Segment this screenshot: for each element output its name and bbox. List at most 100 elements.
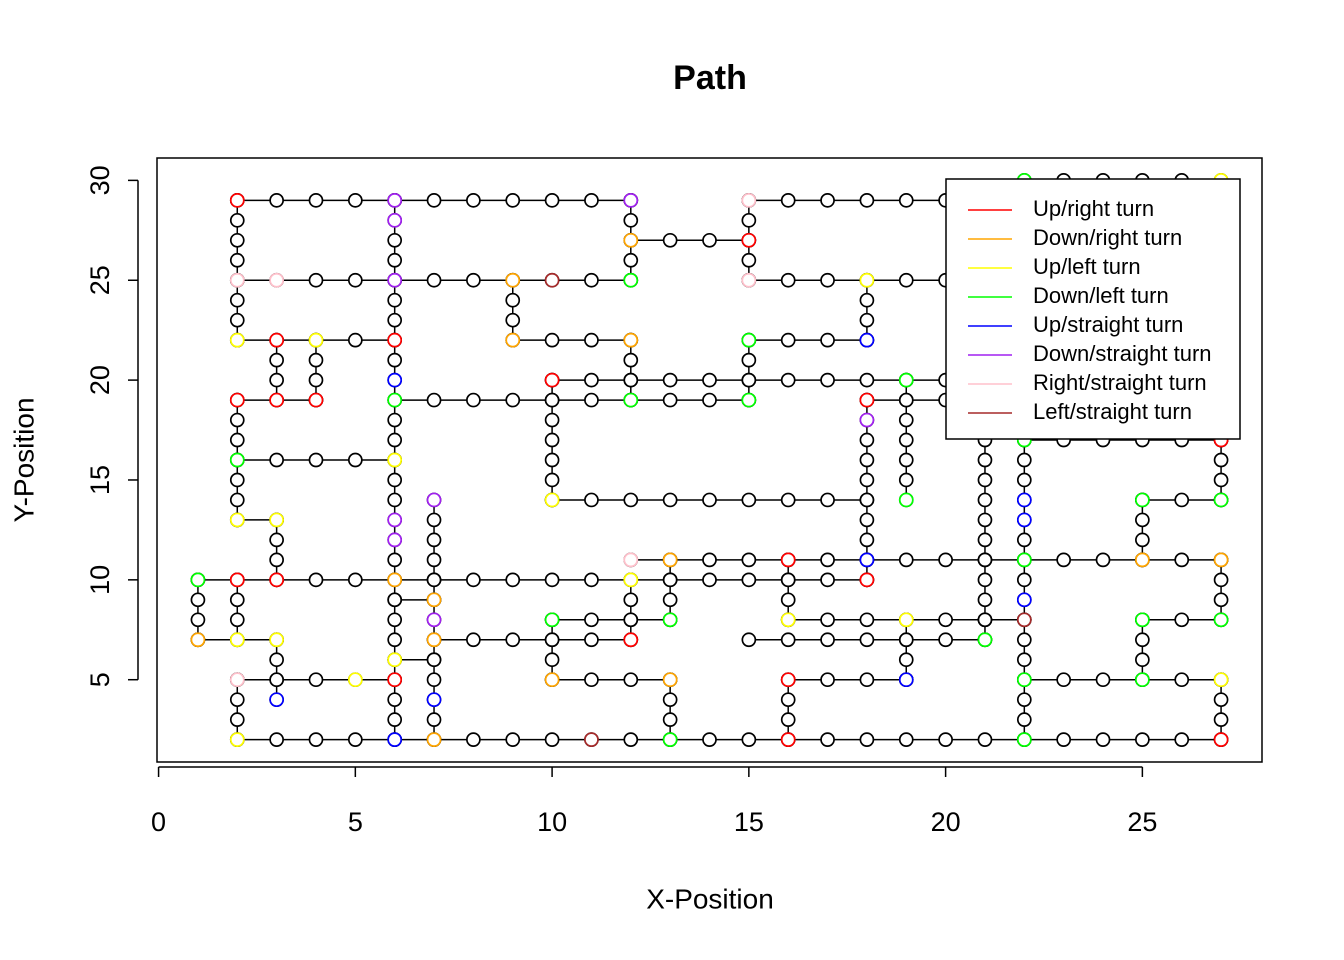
path-point (229, 432, 245, 448)
path-point (623, 612, 639, 628)
path-point (1135, 532, 1150, 548)
turn-point (623, 552, 639, 568)
path-point (426, 552, 442, 568)
path-point (584, 672, 599, 688)
turn-point (347, 672, 363, 688)
path-point (820, 492, 835, 508)
y-tick-label: 30 (85, 165, 115, 195)
turn-point (623, 572, 639, 588)
turn-point (269, 392, 284, 408)
path-point (702, 572, 717, 588)
path-point (308, 732, 324, 747)
path-point (426, 272, 442, 288)
path-point (741, 552, 757, 568)
turn-point (859, 552, 875, 568)
path-point (544, 572, 560, 588)
path-point (1213, 592, 1229, 608)
path-point (623, 372, 639, 388)
turn-point (229, 632, 245, 648)
path-point (662, 572, 678, 588)
x-tick-label: 15 (734, 807, 764, 837)
path-point (1174, 552, 1190, 568)
turn-point (426, 492, 442, 508)
path-point (898, 472, 914, 488)
turn-point (387, 192, 403, 208)
path-point (977, 472, 993, 488)
turn-point (741, 392, 757, 408)
path-point (505, 392, 521, 408)
path-point (347, 572, 363, 588)
turn-point (623, 192, 639, 208)
path-point (308, 192, 324, 208)
path-point (1174, 672, 1190, 688)
path-point (623, 672, 639, 688)
path-point (898, 652, 914, 668)
turn-point (1016, 512, 1032, 528)
path-point (741, 252, 757, 268)
path-point (977, 512, 993, 528)
path-point (859, 632, 875, 648)
path-point (426, 572, 442, 588)
legend-label: Right/straight turn (1033, 370, 1207, 395)
path-point (859, 192, 875, 208)
path-point (977, 732, 993, 747)
path-point (623, 592, 639, 608)
turn-point (662, 672, 678, 688)
turn-point (505, 332, 521, 348)
path-point (741, 632, 757, 648)
path-point (741, 372, 757, 388)
turn-point (859, 332, 875, 348)
path-point (859, 732, 875, 747)
path-point (347, 452, 363, 468)
turn-point (1016, 492, 1032, 508)
turn-point (229, 192, 245, 208)
path-point (977, 612, 993, 628)
path-point (662, 592, 678, 608)
path-point (387, 432, 403, 448)
path-point (269, 372, 284, 388)
turn-point (1213, 672, 1229, 688)
path-point (426, 672, 442, 688)
path-point (741, 212, 757, 228)
turn-point (269, 572, 284, 588)
path-point (1016, 472, 1032, 488)
path-point (662, 692, 678, 708)
turn-point (741, 332, 757, 348)
path-point (702, 372, 717, 388)
turn-point (269, 272, 284, 288)
path-point (820, 612, 835, 628)
x-tick-label: 5 (348, 807, 363, 837)
path-point (859, 292, 875, 308)
path-point (584, 332, 599, 348)
turn-point (623, 232, 639, 248)
y-axis-label: Y-Position (8, 397, 39, 522)
path-point (1016, 572, 1032, 588)
path-point (1016, 652, 1032, 668)
path-point (505, 292, 521, 308)
path-point (426, 192, 442, 208)
path-point (1095, 672, 1111, 688)
path-point (229, 312, 245, 328)
path-point (1016, 532, 1032, 548)
turn-point (387, 572, 403, 588)
path-point (584, 192, 599, 208)
path-point (702, 232, 717, 248)
path-point (859, 672, 875, 688)
path-point (1016, 452, 1032, 468)
legend-box (945, 178, 1241, 440)
path-point (938, 552, 953, 568)
path-point (780, 272, 796, 288)
path-point (269, 552, 284, 568)
path-point (229, 292, 245, 308)
path-point (820, 572, 835, 588)
path-point (1174, 492, 1190, 508)
path-point (977, 452, 993, 468)
path-point (269, 672, 284, 688)
path-point (1213, 712, 1229, 728)
turn-point (387, 512, 403, 528)
path-point (898, 552, 914, 568)
path-point (544, 432, 560, 448)
path-point (662, 492, 678, 508)
turn-point (426, 592, 442, 608)
